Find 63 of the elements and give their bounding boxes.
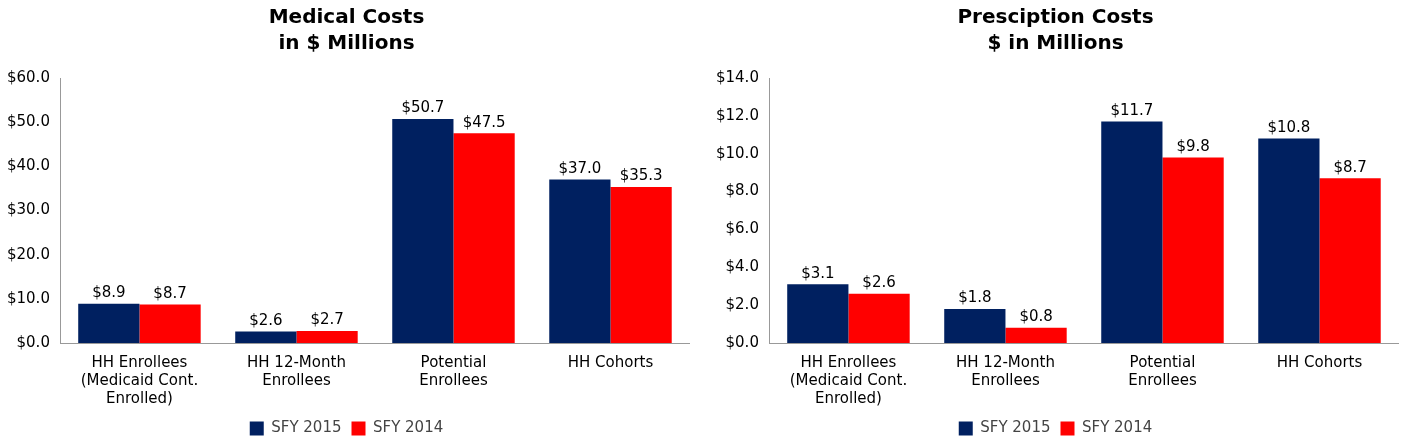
x-tick-label: HH Enrollees (Medicaid Cont. Enrolled): [789, 352, 908, 407]
x-tick-label: Potential Enrollees: [1128, 352, 1197, 389]
y-tick-label: $20.0: [6, 244, 50, 263]
y-tick-label: $30.0: [6, 200, 50, 219]
y-tick-label: $50.0: [6, 112, 50, 131]
bar: [1258, 138, 1320, 343]
y-tick-label: $2.0: [725, 295, 759, 314]
data-label: $8.9: [92, 283, 126, 302]
y-tick-label: $8.0: [725, 181, 759, 200]
y-tick-label: $0.0: [16, 332, 50, 351]
x-tick-label: HH Cohorts: [1276, 352, 1363, 371]
data-label: $2.6: [249, 310, 283, 329]
y-tick-label: $6.0: [725, 219, 759, 238]
y-tick-label: $60.0: [6, 67, 50, 86]
chart-subtitle: $ in Millions: [987, 30, 1124, 55]
data-label: $35.3: [619, 166, 663, 185]
bar: [392, 119, 454, 343]
x-tick-label: HH 12-Month Enrollees: [956, 352, 1055, 389]
data-label: $37.0: [558, 158, 602, 177]
x-tick-label: HH Cohorts: [567, 352, 654, 371]
bar: [1101, 121, 1163, 343]
y-tick-label: $40.0: [6, 156, 50, 175]
data-label: $9.8: [1176, 136, 1210, 155]
data-label: $0.8: [1019, 307, 1053, 326]
data-label: $8.7: [153, 283, 187, 302]
bar: [1005, 327, 1067, 343]
legend-label: SFY 2015: [271, 418, 342, 437]
data-label: $47.5: [462, 112, 506, 131]
y-tick-label: $10.0: [715, 143, 759, 162]
data-label: $8.7: [1333, 157, 1367, 176]
bar: [235, 331, 297, 343]
data-label: $11.7: [1110, 100, 1154, 119]
y-tick-label: $12.0: [715, 105, 759, 124]
bar: [1319, 178, 1381, 343]
data-label: $1.8: [958, 288, 992, 307]
data-label: $2.7: [310, 310, 344, 329]
legend-label: SFY 2015: [980, 418, 1051, 437]
legend-label: SFY 2014: [1082, 418, 1153, 437]
bar: [1162, 157, 1224, 343]
y-tick-label: $4.0: [725, 257, 759, 276]
bar: [296, 331, 358, 343]
x-tick-label: Potential Enrollees: [419, 352, 488, 389]
x-tick-label: HH 12-Month Enrollees: [247, 352, 346, 389]
bar: [549, 179, 611, 343]
y-tick-label: $14.0: [715, 67, 759, 86]
y-tick-label: $10.0: [6, 288, 50, 307]
bar: [610, 187, 672, 343]
data-label: $50.7: [401, 98, 445, 117]
data-label: $10.8: [1267, 117, 1311, 136]
chart-subtitle: in $ Millions: [278, 30, 415, 55]
chart-title: Presciption Costs: [957, 4, 1154, 29]
bar: [787, 284, 849, 343]
y-tick-label: $0.0: [725, 332, 759, 351]
legend-label: SFY 2014: [373, 418, 444, 437]
bar: [453, 133, 515, 343]
bar: [848, 293, 910, 343]
x-tick-label: HH Enrollees (Medicaid Cont. Enrolled): [80, 352, 199, 407]
data-label: $3.1: [801, 263, 835, 282]
bar: [944, 308, 1006, 343]
chart-title: Medical Costs: [268, 4, 425, 29]
bar: [78, 303, 140, 343]
bar: [139, 304, 201, 343]
data-label: $2.6: [862, 273, 896, 292]
